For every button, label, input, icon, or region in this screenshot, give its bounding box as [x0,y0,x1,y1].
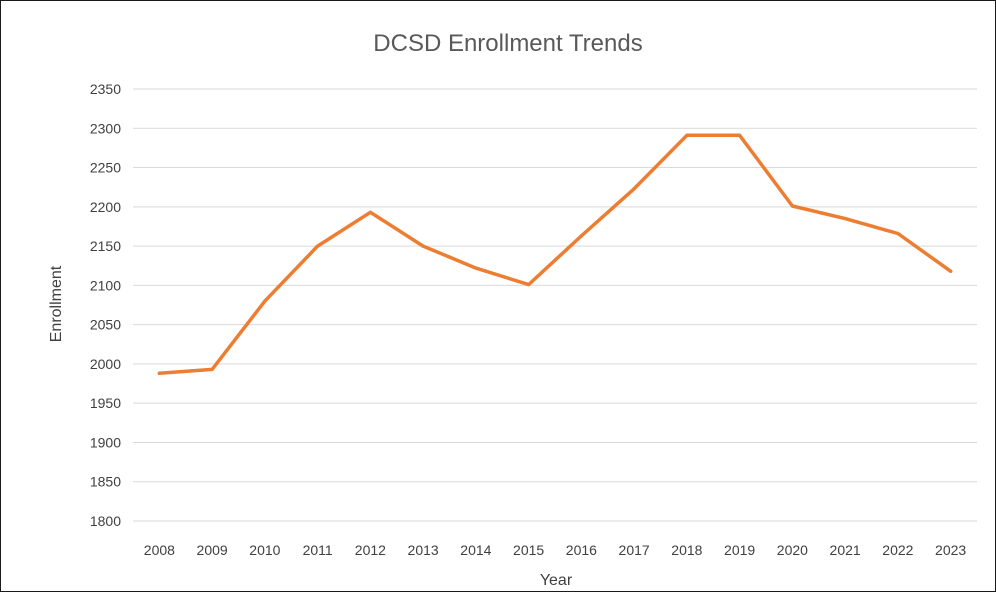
y-tick-label: 2350 [90,81,121,97]
enrollment-series-line [157,133,953,376]
y-tick-label: 2200 [90,199,121,215]
data-point-2015 [527,282,531,287]
y-axis-ticks: 1800 1850 1900 1950 2000 2050 2100 2150 2200 2250… [90,81,121,529]
x-tick-label: 2021 [830,542,861,558]
data-point-2009 [210,367,214,372]
y-tick-label: 2100 [90,277,121,293]
x-tick-label: 2022 [882,542,913,558]
y-tick-label: 2000 [90,356,121,372]
data-point-2021 [843,217,847,221]
y-tick-label: 1800 [90,513,121,529]
chart-title: DCSD Enrollment Trends [373,30,642,57]
series-layer [157,133,953,376]
y-tick-label: 2300 [90,120,121,136]
x-tick-label: 2011 [303,542,333,558]
y-tick-label: 1900 [90,434,121,450]
data-point-2017 [632,187,636,191]
x-tick-label: 2012 [355,542,386,558]
gridlines [133,88,977,522]
data-point-2022 [896,231,900,236]
data-point-2008 [157,371,161,375]
x-tick-label: 2018 [671,542,702,558]
x-tick-label: 2009 [197,542,228,558]
x-axis-label: Year [540,572,573,589]
x-tick-label: 2023 [935,542,966,558]
data-point-2011 [316,244,320,248]
y-tick-label: 2250 [90,160,121,176]
x-tick-label: 2013 [408,542,439,558]
data-point-2012 [368,210,372,214]
data-point-2016 [579,234,583,238]
data-point-2014 [474,266,478,270]
data-point-2018 [685,133,689,137]
x-tick-label: 2017 [619,542,650,558]
data-point-2023 [949,269,953,273]
y-tick-label: 2150 [90,238,121,254]
x-tick-label: 2014 [460,542,491,558]
y-tick-label: 1950 [90,395,121,411]
y-tick-label: 2050 [90,317,121,333]
x-tick-label: 2019 [724,542,755,558]
data-point-2013 [421,244,425,248]
x-axis-ticks: 2008 2009 2010 2011 2012 2013 2014 2015 2016 2017… [144,542,967,558]
data-point-2010 [263,299,267,303]
x-tick-label: 2020 [777,542,808,558]
x-tick-label: 2016 [566,542,597,558]
data-point-2020 [790,204,794,208]
x-tick-label: 2008 [144,542,175,558]
x-tick-label: 2010 [249,542,280,558]
data-point-2019 [738,133,742,137]
x-tick-label: 2015 [513,542,544,558]
y-axis-label: Enrollment [48,265,65,342]
y-tick-label: 1850 [90,474,121,490]
